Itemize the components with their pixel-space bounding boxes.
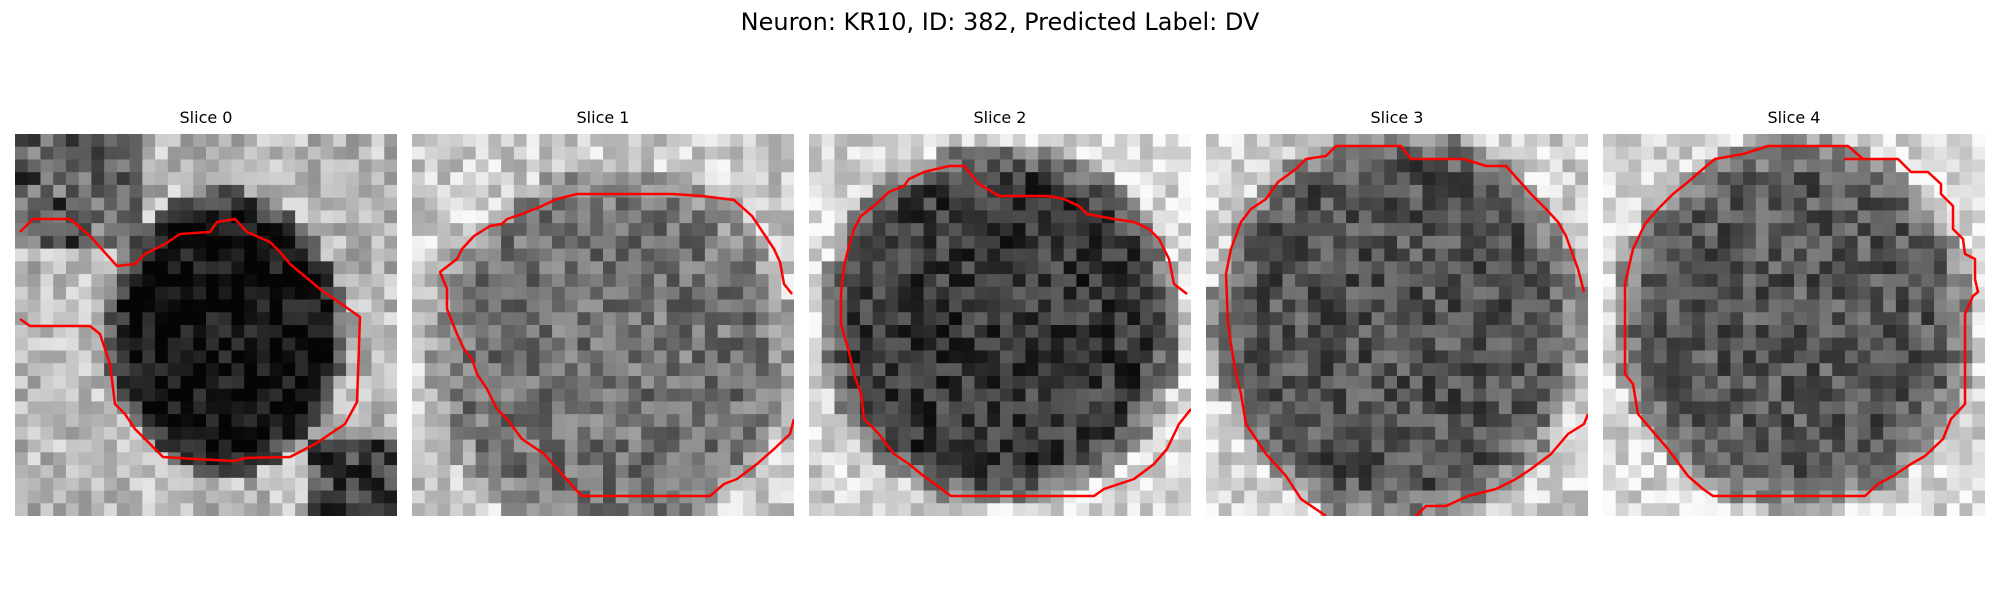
grayscale-pixels-0: [15, 134, 397, 516]
slice-panel-2: Slice 2: [809, 108, 1191, 516]
contour-line-4: [1623, 144, 1980, 498]
slice-panel-0: Slice 0: [15, 108, 397, 516]
slice-title-2: Slice 2: [973, 108, 1027, 127]
slice-title-0: Slice 0: [179, 108, 233, 127]
contour-line-2: [839, 164, 1191, 498]
slice-image-2: [809, 134, 1191, 516]
contour-line-3: [1224, 144, 1586, 516]
slice-panel-4: Slice 4: [1603, 108, 1985, 516]
contour-line-0: [19, 217, 362, 463]
slice-image-1: [412, 134, 794, 516]
contour-line-1: [438, 192, 794, 498]
slice-title-1: Slice 1: [576, 108, 630, 127]
slice-image-0: [15, 134, 397, 516]
slice-title-3: Slice 3: [1370, 108, 1424, 127]
slice-image-4: [1603, 134, 1985, 516]
grayscale-pixels-1: [412, 134, 794, 516]
slice-image-3: [1206, 134, 1588, 516]
slice-panel-1: Slice 1: [412, 108, 794, 516]
figure-title: Neuron: KR10, ID: 382, Predicted Label: …: [740, 8, 1260, 36]
slice-panel-3: Slice 3: [1206, 108, 1588, 516]
grayscale-pixels-2: [809, 134, 1191, 516]
slice-title-4: Slice 4: [1767, 108, 1821, 127]
grayscale-pixels-3: [1206, 134, 1588, 516]
grayscale-pixels-4: [1603, 134, 1985, 516]
contour-line-3b: [1415, 413, 1588, 516]
